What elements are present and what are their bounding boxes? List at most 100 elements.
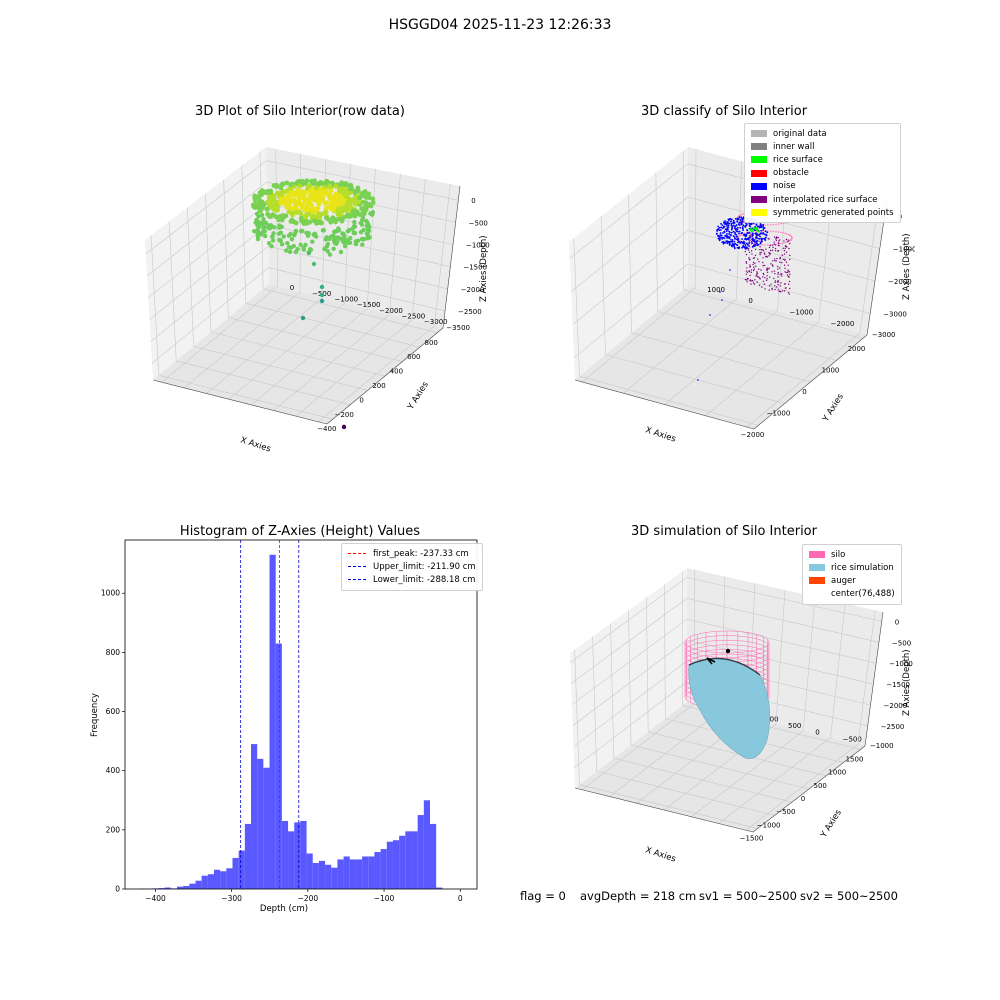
raw-x-grid <box>263 288 438 334</box>
classify-point <box>775 236 778 238</box>
raw-point <box>306 183 312 189</box>
raw-point <box>297 194 302 200</box>
raw-point <box>284 188 290 193</box>
classify-point <box>742 242 744 245</box>
classify-point <box>763 252 766 254</box>
classify-point <box>755 236 758 238</box>
classify-point <box>754 279 756 281</box>
classify-point <box>733 227 736 230</box>
classify-point <box>781 275 783 277</box>
raw-outlier-point <box>319 284 325 290</box>
classify-point <box>761 232 764 235</box>
classify-point <box>739 234 742 236</box>
classify-point <box>756 271 758 273</box>
classify-point <box>777 231 780 233</box>
classify-point <box>747 238 750 241</box>
classify-point <box>789 258 791 261</box>
classify-point <box>786 274 789 276</box>
raw-plot-y-label: Y Axies <box>406 380 432 413</box>
classify-point <box>746 247 748 250</box>
raw-x-tick: 200 <box>372 382 385 390</box>
classify-y-grid <box>746 332 861 428</box>
legend-label: noise <box>773 181 796 192</box>
raw-z-grid <box>267 224 451 267</box>
classify-point <box>784 287 787 289</box>
classify-point <box>777 236 779 239</box>
classify-point <box>776 286 778 288</box>
raw-point <box>298 242 303 247</box>
classify-point <box>780 242 782 245</box>
raw-point <box>273 207 279 213</box>
sim-x-grid <box>628 610 632 746</box>
raw-point <box>310 239 315 244</box>
classify-point <box>763 283 766 285</box>
classify-point <box>719 229 722 231</box>
classify-point <box>768 246 771 249</box>
raw-point <box>272 225 277 230</box>
classify-point <box>784 271 786 273</box>
classify-point <box>730 228 733 231</box>
classify-point <box>738 230 741 233</box>
classify-plot-y-label: Y Axies <box>821 392 847 425</box>
raw-point <box>332 218 338 223</box>
classify-point <box>726 225 728 227</box>
raw-point <box>266 198 272 204</box>
classify-point <box>755 275 757 277</box>
classify-point <box>736 220 739 223</box>
raw-x-tick: 0 <box>359 396 363 404</box>
classify-point <box>741 231 744 234</box>
histogram-bar <box>417 815 424 889</box>
classify-point <box>764 255 767 258</box>
sim-x-axis <box>574 787 754 833</box>
sim-z-grid <box>573 660 688 747</box>
classify-point <box>746 281 748 283</box>
classify-point <box>760 248 763 251</box>
classify-point <box>731 240 734 243</box>
classify-point <box>718 239 721 242</box>
legend-label: center(76,488) <box>831 589 895 600</box>
sim-x-tick: 1000 <box>828 769 846 777</box>
histogram-bar <box>176 886 184 889</box>
raw-point <box>307 219 313 225</box>
legend-label: obstacle <box>773 168 809 179</box>
classify-point <box>785 251 788 253</box>
classify-point <box>756 239 759 242</box>
classify-point <box>761 244 763 246</box>
classify-point <box>751 242 753 245</box>
histogram-x-tick: −200 <box>298 894 319 903</box>
simulation-legend-item: auger <box>809 574 895 587</box>
raw-point <box>333 191 339 197</box>
classify-point <box>731 225 734 228</box>
raw-point <box>365 220 370 225</box>
raw-y-tick: −1500 <box>357 301 381 309</box>
classify-x-tick: −2000 <box>741 431 765 439</box>
legend-label: interpolated rice surface <box>773 194 878 205</box>
raw-point <box>332 240 337 246</box>
raw-point <box>331 246 336 252</box>
raw-z-tick: −2500 <box>458 308 482 316</box>
legend-line-swatch <box>348 579 366 581</box>
center-marker <box>725 648 731 654</box>
classify-point <box>777 250 779 252</box>
classify-point <box>731 239 734 241</box>
histogram-bar <box>207 874 214 889</box>
sim-y-grid <box>609 710 722 797</box>
raw-z-grid <box>268 267 446 312</box>
raw-y-tick: −1000 <box>334 296 358 304</box>
classify-point <box>752 227 756 230</box>
classify-x-grid <box>600 216 606 355</box>
classify-point <box>757 275 759 278</box>
classify-point <box>709 314 711 316</box>
raw-point <box>298 202 304 208</box>
classify-point <box>750 269 753 271</box>
classify-point <box>749 266 751 268</box>
classify-point <box>757 243 760 246</box>
classify-point <box>745 261 747 263</box>
classify-point <box>756 281 758 283</box>
histogram-y-tick: 200 <box>106 825 121 834</box>
raw-point <box>323 188 329 194</box>
classify-point <box>749 280 751 282</box>
raw-y-grid <box>299 153 301 292</box>
classify-point <box>766 271 769 274</box>
histogram-x-tick: −400 <box>145 894 166 903</box>
